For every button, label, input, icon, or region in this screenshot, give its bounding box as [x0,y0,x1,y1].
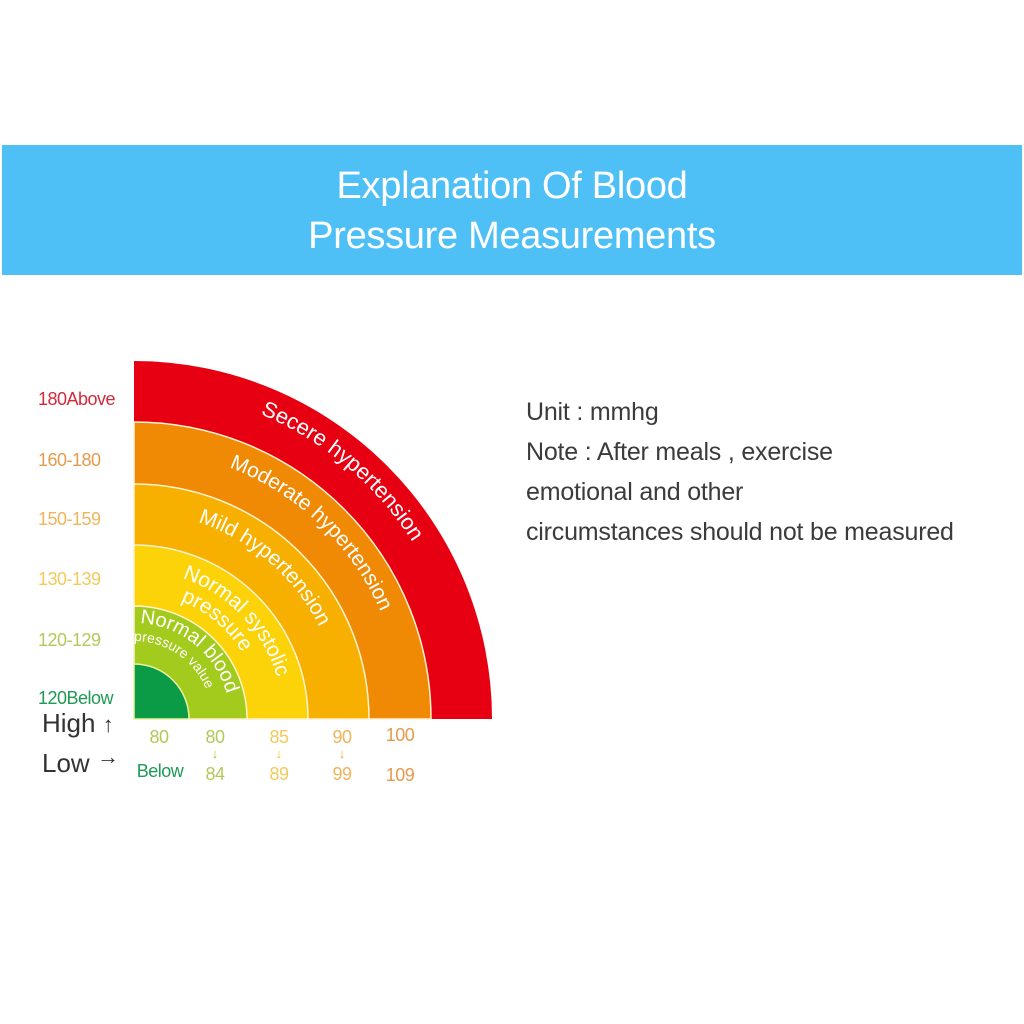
legend-low: Low → [42,744,119,778]
diastolic-low-99: 99 [332,764,352,784]
arrow-down-icon: ↓ [275,746,283,761]
arrow-down-icon: ↓ [211,746,219,761]
systolic-label-160-180: 160-180 [38,450,101,470]
systolic-label-150-159: 150-159 [38,509,101,529]
band-green [133,663,190,720]
systolic-label-120-below: 120Below [38,688,114,708]
diastolic-high-90: 90 [332,727,352,747]
unit-text: Unit : mmhg [526,398,659,426]
diastolic-high-80a: 80 [149,727,169,747]
systolic-label-180-above: 180Above [38,389,116,409]
systolic-label-120-129: 120-129 [38,630,101,650]
diastolic-high-100: 100 [385,725,415,745]
note-line-1: Note : After meals , exercise [526,438,833,466]
note-block: Unit : mmhg Note : After meals , exercis… [526,392,954,552]
arrow-down-icon: ↓ [338,746,346,761]
arrow-up-icon: ↑ [102,712,114,737]
diastolic-low-109: 109 [385,765,415,785]
diastolic-low-84: 84 [205,764,225,784]
title-line-1: Explanation Of Blood [336,165,688,207]
page-title: Explanation Of Blood Pressure Measuremen… [0,161,1024,261]
note-line-3: circumstances should not be measured [526,518,954,546]
diastolic-high-85: 85 [269,727,289,747]
note-line-2: emotional and other [526,478,744,506]
diastolic-low-below: Below [136,761,184,781]
diastolic-low-89: 89 [269,764,289,784]
diastolic-high-80b: 80 [205,727,225,747]
legend-high: High ↑ [42,708,114,738]
systolic-label-130-139: 130-139 [38,569,101,589]
header-banner [2,145,1022,275]
arrow-right-icon: → [96,744,119,769]
title-line-2: Pressure Measurements [308,215,716,257]
